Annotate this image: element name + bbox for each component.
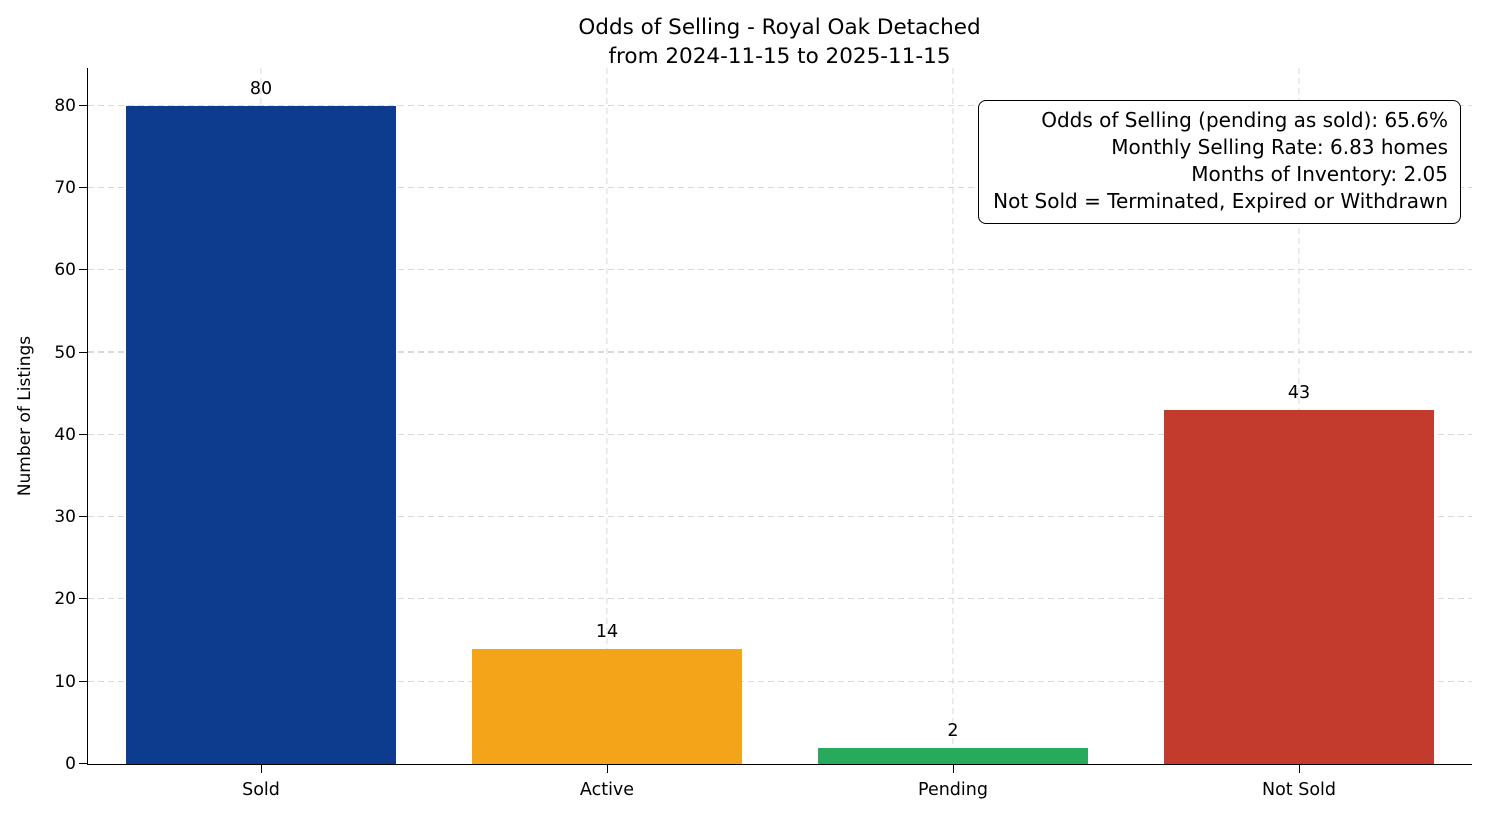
y-tick-label: 30: [54, 507, 76, 528]
bar-group-pending: 2 Pending: [780, 68, 1126, 800]
bar-value-label: 2: [947, 720, 959, 741]
y-tick-mark: [79, 680, 88, 682]
y-tick-label: 50: [54, 342, 76, 363]
v-gridline: [606, 68, 608, 764]
x-tick-mark: [261, 765, 262, 773]
bar-value-label: 14: [595, 621, 619, 642]
y-tick-mark: [79, 598, 88, 600]
h-gridline: [88, 433, 1472, 435]
y-tick-mark: [79, 269, 88, 271]
plot-area: 80 Sold 14 Active 2 Pending 43 Not Sold 0 10 20 30…: [54, 68, 1472, 800]
y-tick-mark: [79, 763, 88, 764]
annotation-line: Not Sold = Terminated, Expired or Withdr…: [993, 189, 1448, 213]
annotation-line: Odds of Selling (pending as sold): 65.6%: [1041, 108, 1448, 132]
y-tick-label: 10: [54, 671, 76, 692]
y-tick-label: 40: [54, 424, 76, 445]
x-tick-mark: [1299, 765, 1300, 773]
x-tick-mark: [953, 765, 954, 773]
y-tick-label: 20: [54, 589, 76, 610]
h-gridline: [88, 351, 1472, 353]
chart-title: Odds of Selling - Royal Oak Detached: [578, 15, 981, 40]
bar-group-active: 14 Active: [434, 68, 780, 800]
chart-title-block: Odds of Selling - Royal Oak Detached fro…: [87, 13, 1472, 71]
bar-value-label: 43: [1287, 383, 1311, 404]
y-tick-mark: [79, 104, 88, 106]
x-tick-mark: [607, 765, 608, 773]
h-gridline: [88, 680, 1472, 682]
bar-not-sold: 43: [1164, 383, 1434, 764]
chart-subtitle: from 2024-11-15 to 2025-11-15: [608, 44, 951, 70]
y-tick-mark: [79, 516, 88, 518]
annotation-line: Months of Inventory: 2.05: [1191, 162, 1448, 186]
h-gridline: [88, 598, 1472, 600]
bar-group-sold: 80 Sold: [88, 68, 434, 800]
x-tick-label: Pending: [918, 780, 988, 800]
h-gridline: [88, 104, 1472, 106]
y-tick-label: 60: [54, 260, 76, 281]
bar-active: 14: [472, 622, 742, 764]
y-tick-label: 0: [65, 754, 76, 774]
annotation-line: Monthly Selling Rate: 6.83 homes: [1111, 135, 1448, 159]
bar-group-not-sold: 43 Not Sold: [1126, 68, 1472, 800]
x-tick-label: Sold: [242, 780, 280, 800]
h-gridline: [88, 186, 1472, 189]
y-tick-label: 80: [54, 95, 76, 116]
bar-sold: 80: [126, 79, 396, 764]
x-tick-label: Active: [579, 780, 635, 800]
stats-annotation-box: Odds of Selling (pending as sold): 65.6%…: [978, 100, 1461, 224]
y-tick-mark: [79, 187, 88, 189]
h-gridline: [88, 269, 1472, 271]
y-tick-label: 70: [54, 178, 76, 199]
x-tick-label: Not Sold: [1261, 780, 1336, 800]
y-axis-label: Number of Listings: [15, 335, 35, 497]
bars-row: 80 Sold 14 Active 2 Pending 43 Not Sold: [88, 68, 1472, 800]
bar-value-label: 80: [249, 78, 273, 99]
v-gridline: [952, 68, 954, 764]
y-tick-mark: [79, 351, 88, 353]
h-gridline: [88, 516, 1472, 518]
y-tick-mark: [79, 433, 88, 435]
bar-pending: 2: [818, 721, 1088, 764]
